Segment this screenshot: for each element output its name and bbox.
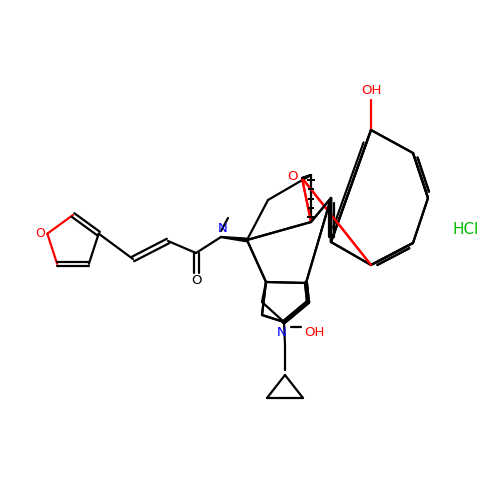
- Polygon shape: [221, 236, 247, 242]
- Text: O: O: [191, 274, 201, 287]
- Text: N: N: [218, 222, 228, 234]
- Text: OH: OH: [361, 84, 381, 98]
- Text: O: O: [287, 170, 297, 182]
- Text: O: O: [36, 227, 46, 240]
- Text: OH: OH: [304, 326, 324, 338]
- Text: HCl: HCl: [452, 222, 478, 238]
- Text: N: N: [277, 326, 287, 338]
